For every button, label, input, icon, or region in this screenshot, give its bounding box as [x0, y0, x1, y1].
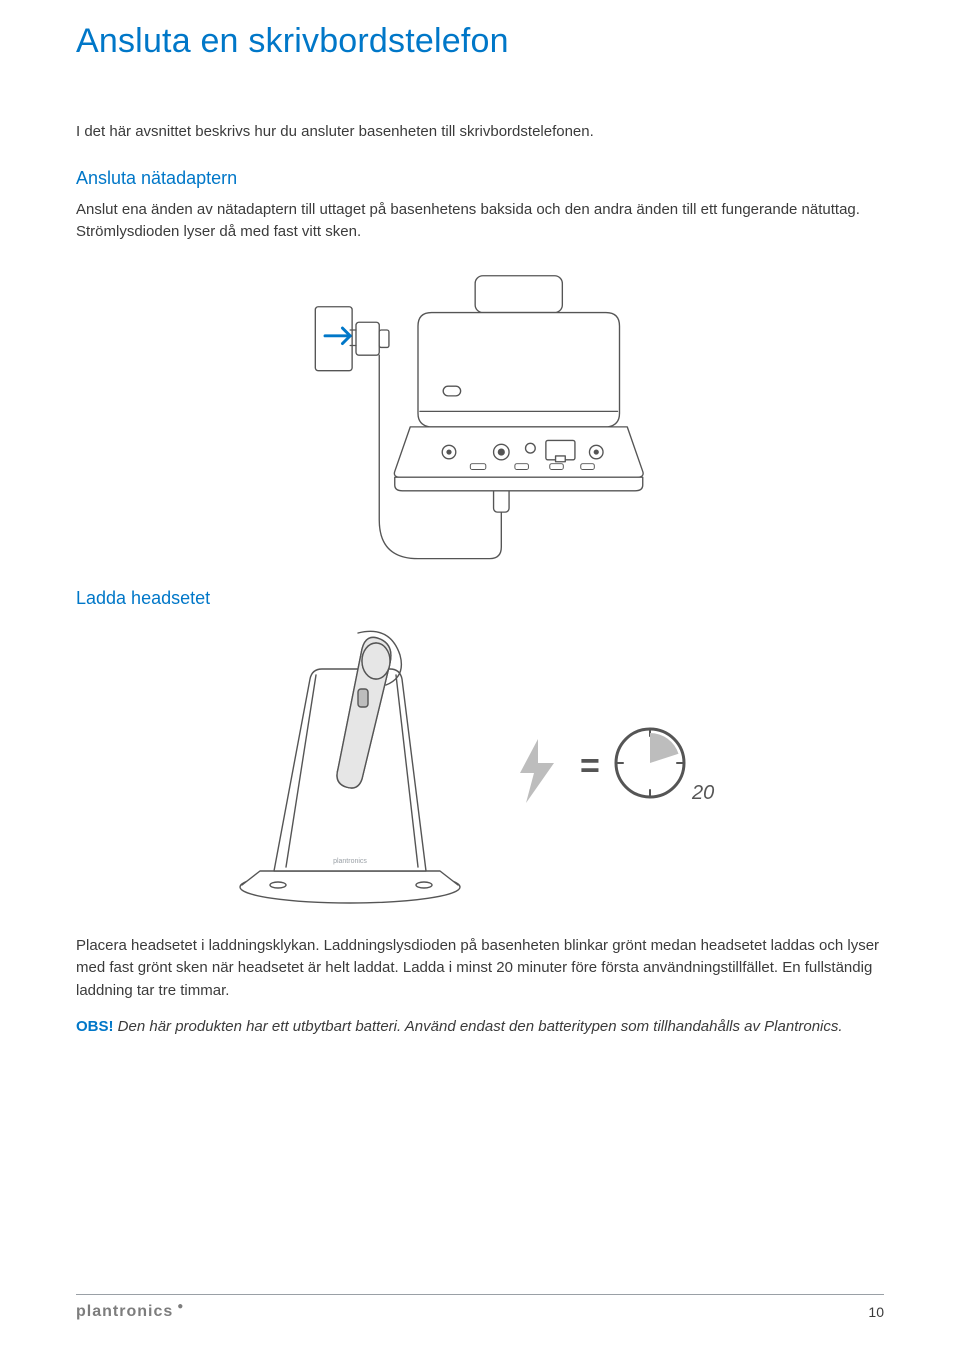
charge-minutes-label: 20 — [691, 782, 714, 804]
section1-body: Anslut ena änden av nätadaptern till utt… — [76, 199, 884, 244]
logo-text: plantronics — [76, 1303, 173, 1321]
section2-body: Placera headsetet i laddningsklykan. Lad… — [76, 935, 884, 1003]
equals-label: = — [580, 747, 600, 785]
footer-rule — [76, 1294, 884, 1295]
page-number: 10 — [868, 1304, 884, 1320]
section2-obs: OBS! Den här produkten har ett utbytbart… — [76, 1016, 884, 1039]
page-intro: I det här avsnittet beskrivs hur du ansl… — [76, 121, 884, 144]
brand-logo: plantronics ● — [76, 1303, 184, 1321]
section1-heading: Ansluta nätadaptern — [76, 168, 884, 189]
diagram-adapter — [76, 258, 884, 588]
document-page: Ansluta en skrivbordstelefon I det här a… — [0, 0, 960, 1351]
svg-text:plantronics: plantronics — [333, 858, 367, 865]
logo-dot-icon: ● — [177, 1301, 184, 1312]
obs-text: Den här produkten har ett utbytbart batt… — [118, 1018, 843, 1035]
page-title: Ansluta en skrivbordstelefon — [76, 22, 884, 61]
diagram-charge: plantronics — [76, 619, 884, 919]
page-footer: plantronics ● 10 — [0, 1294, 960, 1351]
obs-label: OBS! — [76, 1018, 114, 1035]
section2-heading: Ladda headsetet — [76, 588, 884, 609]
